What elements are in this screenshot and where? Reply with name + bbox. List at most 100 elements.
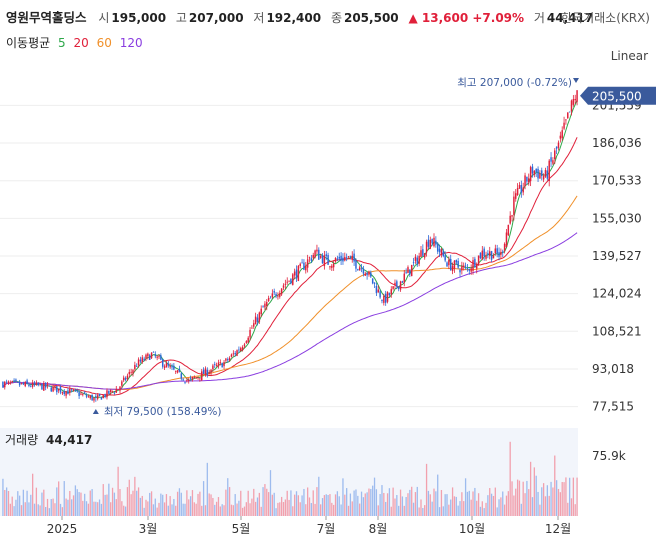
volume-bar	[314, 503, 316, 516]
candle	[392, 286, 394, 291]
volume-bar	[427, 490, 430, 516]
candle-body	[550, 157, 552, 162]
candle-body	[377, 289, 380, 293]
candle	[344, 252, 346, 262]
volume-bar	[388, 488, 391, 516]
candle-body	[148, 355, 151, 360]
candle-body	[407, 267, 409, 274]
candle	[368, 270, 370, 277]
candle	[438, 244, 441, 257]
volume-bar	[46, 498, 49, 516]
candle-body	[470, 268, 472, 272]
candle-body	[531, 166, 534, 174]
candle	[481, 246, 484, 261]
candle-body	[193, 377, 196, 378]
volume-bar	[433, 488, 435, 516]
volume-bar	[223, 505, 225, 516]
candle	[401, 280, 404, 283]
candle	[453, 260, 456, 273]
candle-body	[511, 215, 513, 217]
volume-bar	[76, 489, 78, 516]
volume-bar	[189, 496, 192, 516]
volume-bar	[234, 494, 236, 516]
ma-120-line	[2, 232, 578, 390]
candle	[500, 248, 502, 260]
candle	[576, 90, 578, 106]
volume-bar	[52, 498, 54, 516]
volume-bar	[405, 497, 407, 516]
candle	[351, 251, 353, 263]
candle-body	[234, 353, 236, 355]
candle	[59, 385, 62, 395]
candle	[184, 381, 186, 385]
price-axis: 201,559186,036170,533155,030139,527124,0…	[592, 98, 642, 463]
candle-body	[331, 265, 333, 268]
volume-bar	[535, 475, 537, 516]
candle	[362, 265, 365, 277]
candle-body	[171, 366, 173, 368]
low-value: 192,400	[266, 11, 322, 25]
candle-body	[165, 363, 168, 368]
ma-legend[interactable]: 이동평균 5 20 60 120	[6, 34, 147, 51]
candle-body	[223, 362, 225, 367]
candle	[48, 385, 51, 387]
stock-name: 영원무역홀딩스	[6, 10, 87, 25]
candle	[303, 259, 305, 271]
candle-body	[241, 347, 244, 351]
candle-body	[180, 373, 183, 379]
candle-body	[325, 254, 327, 257]
candle-body	[351, 255, 353, 260]
y-tick-label: 155,030	[592, 211, 642, 225]
candle	[258, 311, 261, 324]
candle-body	[533, 170, 536, 175]
candle	[526, 176, 528, 185]
y-tick-label: 170,533	[592, 174, 642, 188]
volume-bar	[150, 491, 153, 516]
candle-body	[4, 381, 6, 388]
volume-bar	[500, 497, 502, 516]
candle-body	[275, 293, 277, 297]
candle	[108, 390, 110, 395]
candle-body	[130, 371, 132, 373]
candle-body	[440, 249, 443, 255]
candle	[475, 262, 478, 274]
volume-bar	[399, 489, 402, 516]
volume-bar	[338, 496, 340, 516]
candle-body	[111, 391, 114, 392]
candle-body	[217, 362, 220, 367]
candle	[373, 282, 376, 289]
volume-bar	[359, 503, 361, 516]
candle	[513, 191, 515, 221]
candle	[381, 299, 383, 304]
candle	[342, 253, 344, 265]
candle-body	[563, 122, 565, 129]
price-grid	[0, 104, 578, 408]
volume-bar	[230, 504, 233, 516]
volume-bar	[24, 502, 26, 516]
candle	[357, 268, 359, 271]
candle-body	[160, 355, 162, 360]
candle-body	[535, 168, 537, 172]
volume-bar	[232, 505, 234, 516]
candle	[405, 268, 407, 275]
volume-bar	[227, 478, 229, 516]
volume-bar	[119, 489, 121, 516]
volume-bar	[102, 484, 104, 516]
volume-bar	[288, 499, 290, 516]
candle	[18, 379, 21, 387]
candle	[323, 250, 326, 270]
volume-bar	[199, 491, 201, 516]
candle-body	[357, 269, 359, 270]
volume-bar	[271, 494, 273, 516]
candle-body	[293, 271, 296, 276]
candle	[161, 358, 164, 369]
candle-body	[528, 178, 530, 183]
volume-bar	[559, 492, 561, 516]
candle	[345, 253, 348, 262]
candle-body	[295, 269, 298, 279]
volume-bar	[30, 494, 32, 516]
scale-toggle-button[interactable]: Linear	[610, 49, 648, 63]
volume-bar	[414, 492, 417, 516]
candle-body	[338, 256, 340, 259]
